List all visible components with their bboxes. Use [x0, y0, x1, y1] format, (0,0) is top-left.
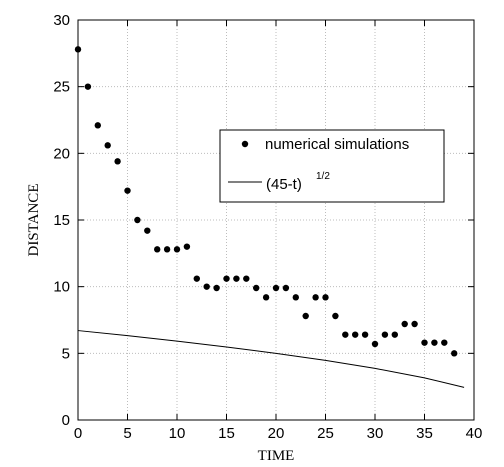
x-axis-label: TIME	[258, 448, 295, 464]
fit-curve-layer	[77, 330, 465, 388]
data-point	[203, 283, 210, 290]
data-point	[223, 275, 230, 282]
data-point	[322, 294, 329, 301]
data-point	[213, 284, 220, 292]
data-point	[391, 331, 398, 338]
y-tick-label: 10	[53, 279, 70, 296]
data-points-layer	[74, 46, 458, 357]
legend-marker-points	[241, 140, 249, 148]
legend-label-formula-exponent: 1/2	[316, 171, 330, 182]
data-point	[451, 350, 458, 357]
x-tick-label: 5	[123, 425, 131, 442]
data-point	[312, 294, 319, 301]
data-point	[352, 331, 359, 338]
legend-label-simulations: numerical simulations	[265, 136, 409, 153]
data-point	[401, 320, 408, 328]
data-point	[124, 187, 131, 194]
data-point	[282, 284, 290, 292]
x-tick-label: 35	[416, 425, 433, 442]
x-tick-label: 0	[74, 425, 82, 442]
data-point	[381, 331, 389, 338]
data-point	[233, 275, 240, 282]
data-point	[253, 284, 260, 292]
data-point	[104, 142, 111, 149]
legend: numerical simulations (45-t) 1/2	[219, 129, 445, 203]
data-point	[134, 216, 141, 224]
data-point	[421, 339, 428, 346]
data-point	[441, 339, 448, 346]
y-tick-label: 20	[53, 145, 70, 162]
fit-curve-line	[77, 330, 465, 388]
data-point	[193, 275, 200, 282]
legend-box	[219, 129, 445, 203]
legend-label-formula: (45-t)	[266, 176, 302, 193]
data-point	[243, 275, 250, 282]
data-point	[173, 246, 181, 253]
x-tick-label: 20	[268, 425, 285, 442]
data-point	[154, 246, 161, 253]
y-tick-label: 5	[62, 345, 70, 362]
data-point	[361, 331, 369, 338]
data-point	[371, 340, 379, 348]
data-point	[431, 339, 438, 346]
x-tick-label: 30	[367, 425, 384, 442]
y-axis-label: DISTANCE	[26, 184, 42, 257]
data-point	[144, 227, 151, 234]
x-tick-label: 15	[218, 425, 235, 442]
x-tick-label: 40	[466, 425, 483, 442]
data-point	[114, 158, 121, 165]
y-tick-label: 25	[53, 79, 70, 96]
y-tick-label: 30	[53, 12, 70, 29]
data-point	[411, 320, 418, 328]
data-point	[302, 312, 309, 320]
axis-ticks: 0 5 10 15 20 25 30 35 40 0 5 10 15 20 25 30	[53, 12, 482, 442]
data-point	[342, 331, 349, 338]
data-point	[262, 294, 270, 301]
data-point	[332, 312, 339, 320]
data-point	[94, 122, 102, 129]
x-tick-label: 25	[317, 425, 334, 442]
x-tick-label: 10	[169, 425, 186, 442]
data-point	[84, 83, 92, 90]
data-point	[292, 294, 299, 301]
data-point	[183, 243, 191, 250]
data-point	[163, 246, 171, 253]
y-tick-label: 15	[53, 212, 70, 229]
y-tick-label: 0	[62, 412, 70, 429]
data-point	[272, 284, 280, 292]
